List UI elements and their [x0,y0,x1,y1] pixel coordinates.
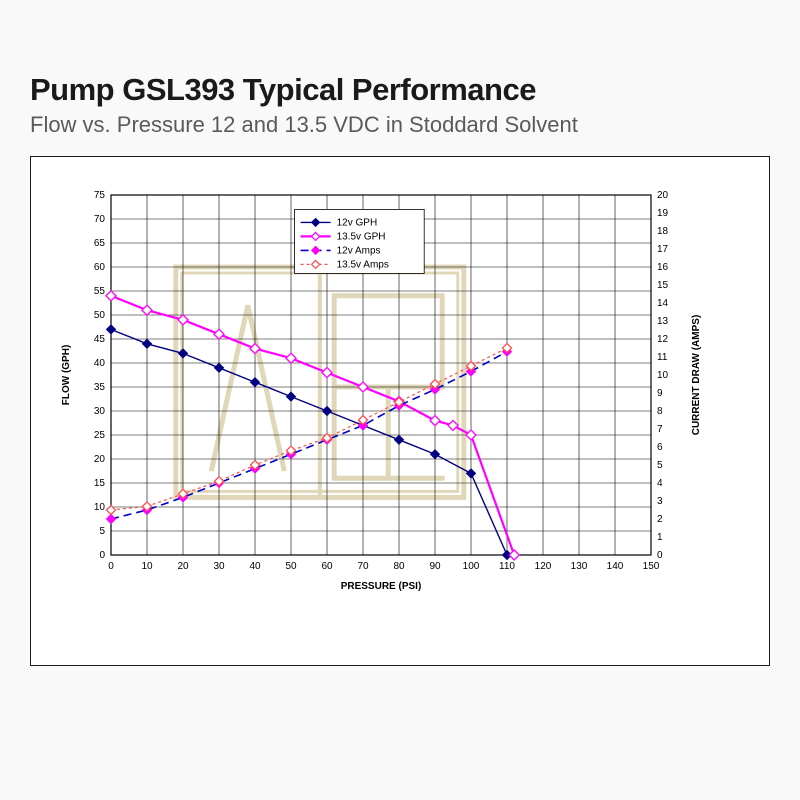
y-right-tick-label: 11 [657,352,668,363]
y-left-tick-label: 20 [94,454,106,465]
y-left-tick-label: 40 [94,358,106,369]
x-tick-label: 40 [249,561,261,572]
x-tick-label: 120 [535,561,552,572]
legend-label: 12v Amps [337,245,381,256]
y-right-tick-label: 14 [657,298,669,309]
y-right-tick-label: 1 [657,532,663,543]
y-right-tick-label: 7 [657,424,663,435]
y-right-tick-label: 20 [657,190,669,201]
y-right-tick-label: 16 [657,262,669,273]
x-tick-label: 140 [607,561,624,572]
series-line [111,348,507,510]
y-right-tick-label: 3 [657,496,663,507]
y-right-tick-label: 8 [657,406,663,417]
y-right-tick-label: 2 [657,514,663,525]
y-right-tick-label: 0 [657,550,663,561]
legend-label: 13.5v Amps [337,259,389,270]
y-right-tick-label: 12 [657,334,669,345]
series-gph_12v [107,325,512,560]
x-axis-label: PRESSURE (PSI) [341,581,422,592]
page-title: Pump GSL393 Typical Performance [30,72,770,108]
y-left-tick-label: 35 [94,382,106,393]
y-left-tick-label: 25 [94,430,106,441]
y-left-tick-label: 60 [94,262,106,273]
x-tick-label: 100 [463,561,480,572]
x-tick-label: 130 [571,561,588,572]
y-right-tick-label: 17 [657,244,669,255]
y-left-axis-label: FLOW (GPH) [61,345,72,406]
y-left-tick-label: 70 [94,214,106,225]
y-right-tick-label: 19 [657,208,669,219]
x-tick-label: 90 [429,561,441,572]
performance-chart: 0102030405060708090100110120130140150051… [49,185,713,603]
y-right-tick-label: 6 [657,442,663,453]
y-right-tick-label: 10 [657,370,669,381]
legend-label: 12v GPH [337,217,378,228]
x-tick-label: 80 [393,561,405,572]
y-right-axis-label: CURRENT DRAW (AMPS) [691,315,702,436]
legend-label: 13.5v GPH [337,231,386,242]
x-tick-label: 50 [285,561,297,572]
x-tick-label: 110 [499,561,515,572]
x-tick-label: 150 [643,561,660,572]
y-right-tick-label: 15 [657,280,669,291]
y-right-tick-label: 5 [657,460,663,471]
x-tick-label: 30 [213,561,225,572]
y-right-tick-label: 13 [657,316,669,327]
page-subtitle: Flow vs. Pressure 12 and 13.5 VDC in Sto… [30,112,770,138]
x-tick-label: 60 [321,561,333,572]
y-left-tick-label: 45 [94,334,106,345]
y-left-tick-label: 50 [94,310,106,321]
x-tick-label: 70 [357,561,369,572]
y-right-tick-label: 9 [657,388,663,399]
y-left-tick-label: 55 [94,286,106,297]
y-left-tick-label: 15 [94,478,106,489]
y-left-tick-label: 5 [99,526,105,537]
x-tick-label: 10 [141,561,153,572]
y-left-tick-label: 75 [94,190,106,201]
y-right-tick-label: 18 [657,226,669,237]
y-left-tick-label: 30 [94,406,106,417]
chart-legend: 12v GPH 13.5v GPH 12v Amps 13.5v Amps [295,209,425,273]
x-tick-label: 0 [108,561,114,572]
y-left-tick-label: 0 [99,550,105,561]
y-left-tick-label: 65 [94,238,106,249]
chart-container: 0102030405060708090100110120130140150051… [30,156,770,666]
x-tick-label: 20 [177,561,189,572]
y-left-tick-label: 10 [94,502,106,513]
y-right-tick-label: 4 [657,478,663,489]
